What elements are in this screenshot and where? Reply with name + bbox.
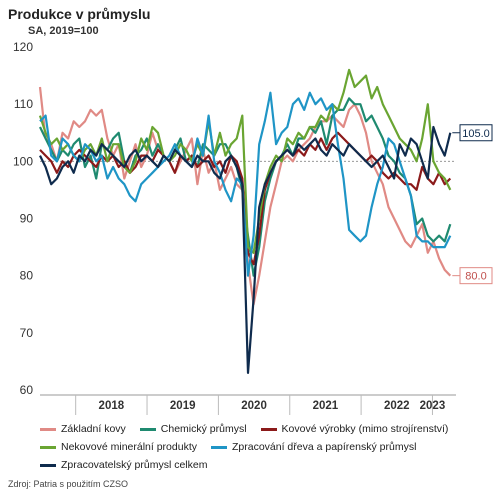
legend-item: Nekovové minerální produkty [40, 441, 197, 453]
source-note: Zdroj: Patria s použitím CZSO [8, 479, 129, 489]
x-tick-label: 2019 [170, 400, 196, 412]
legend-item: Základní kovy [40, 423, 126, 435]
series-line-nekovov-miner-ln-produkty [38, 68, 452, 254]
end-label-text: 80.0 [465, 271, 486, 283]
series-line-zpracovatelsk-pr-mysl-celkem [39, 125, 452, 374]
legend-swatch [139, 427, 156, 431]
x-tick-label: 2021 [313, 400, 339, 412]
x-tick-label: 2020 [241, 400, 267, 412]
y-tick-label: 80 [20, 269, 34, 283]
end-value-label: 80.0 [452, 267, 493, 285]
y-tick-label: 120 [13, 40, 33, 54]
x-tick-label: 2023 [420, 400, 446, 412]
legend-swatch [40, 445, 56, 449]
legend-row: Základní kovy Chemický průmysl Kovové výro… [40, 420, 495, 438]
y-tick-label: 110 [14, 97, 33, 111]
x-tick-label: 2022 [384, 400, 410, 412]
chart-subtitle: SA, 2019=100 [28, 25, 99, 37]
y-tick-label: 70 [20, 326, 34, 340]
legend-swatch [40, 427, 56, 431]
end-label-box [459, 124, 493, 142]
legend-item: Zpracování dřeva a papírenský průmysl [210, 441, 417, 453]
y-tick-label: 60 [20, 383, 34, 397]
legend-swatch [260, 427, 277, 431]
legend-label: Chemický průmysl [160, 423, 247, 435]
legend-label: Zpracovatelský průmysl celkem [61, 459, 208, 471]
y-tick-label: 100 [13, 154, 33, 168]
chart-title: Produkce v průmyslu [8, 6, 151, 22]
series-line-zpracov-n-d-eva-a-pap-rensk-pr-mysl [39, 91, 452, 277]
y-tick-label: 90 [20, 212, 34, 226]
legend-label: Zpracování dřeva a papírenský průmysl [231, 441, 417, 453]
end-label-box [459, 267, 493, 285]
legend-row: Zpracovatelský průmysl celkem [40, 456, 495, 474]
end-label-text: 105.0 [462, 128, 490, 140]
x-tick-label: 2018 [99, 400, 125, 412]
legend-item: Chemický průmysl [139, 423, 247, 435]
legend-row: Nekovové minerální produkty Zpracování dř… [40, 438, 495, 456]
chart-legend: Základní kovy Chemický průmysl Kovové výro… [40, 420, 495, 474]
legend-label: Kovové výrobky (mimo strojírenství) [281, 423, 449, 435]
legend-label: Nekovové minerální produkty [61, 441, 197, 453]
legend-label: Základní kovy [61, 423, 126, 435]
legend-item: Zpracovatelský průmysl celkem [40, 459, 207, 471]
legend-swatch [40, 463, 56, 467]
end-value-label: 105.0 [452, 124, 493, 142]
legend-item: Kovové výrobky (mimo strojírenství) [260, 423, 449, 435]
legend-swatch [210, 445, 227, 449]
